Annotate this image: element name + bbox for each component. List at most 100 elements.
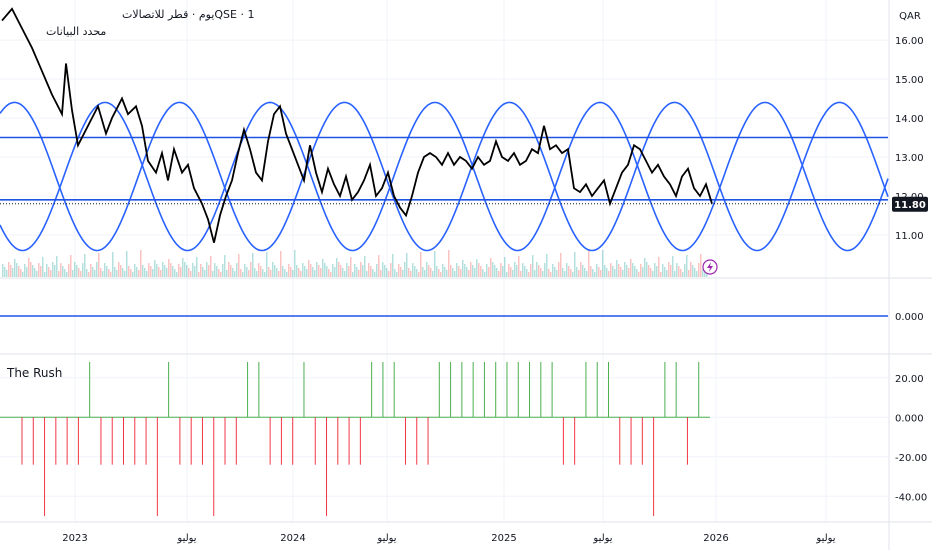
volume-bar: [612, 266, 614, 277]
volume-bar: [494, 265, 496, 277]
volume-bar: [306, 269, 308, 277]
volume-bar: [130, 269, 132, 277]
volume-bar: [658, 257, 660, 277]
volume-bar: [446, 270, 448, 277]
rush-indicator-pane[interactable]: The Rush: [0, 361, 710, 517]
price-axis-label: 13.00: [895, 153, 924, 164]
volume-bar: [634, 266, 636, 277]
volume-bar: [480, 266, 482, 277]
volume-bar: [506, 272, 508, 277]
volume-bar: [682, 272, 684, 277]
volume-bar: [450, 265, 452, 277]
sine-cycle-line: [0, 101, 889, 252]
volume-bar: [320, 268, 322, 277]
volume-bar: [426, 262, 428, 277]
volume-bar: [700, 254, 702, 277]
volume-bar: [562, 268, 564, 277]
volume-bar: [552, 264, 554, 277]
volume-bar: [318, 265, 320, 277]
volume-bar: [248, 270, 250, 277]
volume-bar: [530, 264, 532, 277]
volume-bar: [142, 265, 144, 277]
volume-bar: [14, 259, 16, 277]
volume-bar: [156, 264, 158, 277]
time-axis[interactable]: 2023 يوليو 2024 يوليو 2025 يوليو 2026 يوليو: [62, 533, 836, 544]
volume-bar: [80, 271, 82, 277]
volume-bar: [458, 266, 460, 277]
volume-bar: [86, 269, 88, 277]
volume-bar: [160, 270, 162, 277]
volume-bar: [126, 251, 128, 277]
price-axis-label: 0.000: [895, 312, 924, 323]
price-axis-label: -20.00: [895, 453, 927, 464]
volume-bar: [218, 269, 220, 277]
volume-bar: [382, 262, 384, 277]
volume-bar: [650, 268, 652, 277]
volume-bar: [466, 267, 468, 277]
volume-bar: [128, 266, 130, 277]
volume-bar: [638, 272, 640, 277]
volume-bar: [628, 268, 630, 277]
volume-bar: [656, 266, 658, 277]
volume-bar: [704, 272, 706, 277]
volume-bar: [268, 267, 270, 277]
volume-bar: [572, 272, 574, 277]
volume-bar: [464, 264, 466, 277]
volume-bars: [2, 250, 708, 277]
volume-bar: [622, 270, 624, 277]
volume-bar: [10, 265, 12, 277]
volume-bar: [422, 267, 424, 277]
volume-bar: [424, 270, 426, 277]
volume-bar: [270, 270, 272, 277]
horizontal-level-lines[interactable]: [0, 136, 888, 201]
indicator-title: The Rush: [6, 366, 62, 380]
volume-bar: [176, 272, 178, 277]
volume-bar: [146, 271, 148, 277]
volume-bar: [44, 272, 46, 277]
volume-bar: [234, 271, 236, 277]
volume-bar: [228, 262, 230, 277]
sine-cycle-line: [0, 101, 889, 252]
volume-bar: [330, 272, 332, 277]
lightning-icon[interactable]: [702, 259, 718, 275]
volume-bar: [224, 255, 226, 277]
volume-bar: [578, 270, 580, 277]
volume-bar: [654, 263, 656, 277]
volume-bar: [8, 262, 10, 277]
volume-bar: [698, 263, 700, 277]
volume-bar: [242, 272, 244, 277]
volume-bar: [196, 257, 198, 277]
volume-bar: [108, 269, 110, 277]
volume-bar: [582, 265, 584, 277]
volume-bar: [204, 270, 206, 277]
volume-bar: [190, 271, 192, 277]
volume-bar: [278, 271, 280, 277]
price-line-series: [1, 7, 713, 243]
symbol-legend[interactable]: QSE · 1يوم · قطر للاتصالات محدد البيانات: [46, 8, 254, 38]
volume-bar: [500, 263, 502, 277]
volume-bar: [312, 267, 314, 277]
volume-bar: [304, 266, 306, 277]
volume-bar: [484, 272, 486, 277]
volume-bar: [556, 270, 558, 277]
price-axis-label: 0.000: [895, 413, 924, 424]
main-price-pane[interactable]: [0, 7, 889, 277]
volume-bar: [62, 266, 64, 277]
price-axis[interactable]: 16.0015.0014.0013.0012.0011.000.00020.00…: [895, 36, 927, 503]
volume-bar: [68, 264, 70, 277]
volume-bar: [436, 266, 438, 277]
volume-bar: [230, 265, 232, 277]
volume-bar: [178, 264, 180, 277]
volume-bar: [490, 258, 492, 277]
volume-bar: [690, 262, 692, 277]
volume-bar: [38, 263, 40, 277]
volume-bar: [560, 253, 562, 277]
volume-bar: [590, 266, 592, 277]
volume-bar: [428, 265, 430, 277]
volume-bar: [642, 267, 644, 277]
volume-bar: [524, 266, 526, 277]
volume-bar: [300, 271, 302, 277]
volume-bar: [554, 267, 556, 277]
volume-bar: [6, 270, 8, 277]
